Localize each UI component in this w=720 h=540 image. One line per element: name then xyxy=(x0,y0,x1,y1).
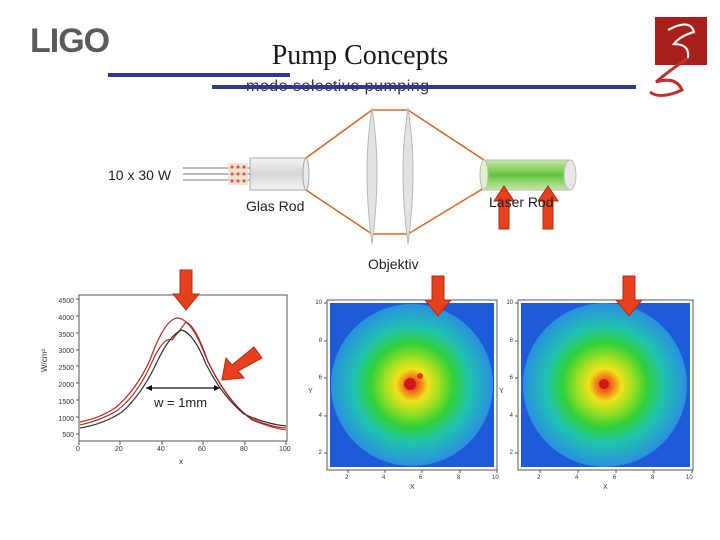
heatmap-right-x-tick-0: 2 xyxy=(537,475,541,481)
profile-x-label: x xyxy=(179,457,183,466)
emblem-logo xyxy=(649,17,707,97)
heatmap-left-x-tick-4: 10 xyxy=(492,475,499,481)
heatmap-left-x-label: X xyxy=(410,484,415,491)
heatmap-right-x-label: X xyxy=(603,484,608,491)
heatmap-left-x-tick-2: 6 xyxy=(419,475,423,481)
profile-x-tick-1: 20 xyxy=(115,446,123,453)
heatmap-right-x-tick-1: 4 xyxy=(575,475,579,481)
pump-label: 10 x 30 W xyxy=(108,167,172,183)
profile-x-tick-0: 0 xyxy=(76,446,80,453)
profile-y-ticks: 4500 4000 3500 3000 2500 2000 1500 1000 … xyxy=(58,298,74,440)
heatmap-left-x-tick-3: 8 xyxy=(457,475,461,481)
heatmap-right-x-tick-3: 8 xyxy=(651,475,655,481)
heatmap-right-y-label: Y xyxy=(499,388,504,395)
profile-y-unit: W/cm² xyxy=(40,348,49,372)
heatmap-left-x-tick-1: 4 xyxy=(382,475,386,481)
heatmap-right-x-tick-2: 6 xyxy=(613,475,617,481)
glass-rod-label: Glas Rod xyxy=(246,198,305,214)
heatmap-right-x-tick-4: 10 xyxy=(686,475,693,481)
width-annotation: w = 1mm xyxy=(154,395,208,410)
fiber-bundle xyxy=(183,163,250,185)
laser-rod xyxy=(479,159,577,191)
profile-x-tick-4: 80 xyxy=(240,446,248,453)
ligo-logo: LIGO xyxy=(30,22,110,60)
profile-x-tick-3: 60 xyxy=(198,446,206,453)
heatmap-left-y-ticks: 10 8 6 4 2 xyxy=(315,300,322,456)
profile-arrows xyxy=(171,269,263,381)
profile-x-tick-5: 100 xyxy=(279,446,291,453)
profile-x-tick-2: 40 xyxy=(157,446,165,453)
heatmap-left xyxy=(324,299,498,473)
heatmap-right-y-ticks: 10 8 6 4 2 xyxy=(506,300,513,456)
objective-label: Objektiv xyxy=(368,256,419,272)
glass-rod xyxy=(249,157,310,191)
profile-curve-fit xyxy=(79,329,287,429)
objective-lenses xyxy=(366,107,414,245)
heatmap-right xyxy=(515,299,694,473)
heatmap-left-y-label: Y xyxy=(308,388,313,395)
heatmap-left-x-tick-0: 2 xyxy=(345,475,349,481)
laser-rod-arrows xyxy=(493,185,559,230)
profile-plot xyxy=(76,294,288,445)
laser-rod-label: Laser Rod xyxy=(489,194,554,210)
heatmap-arrows xyxy=(423,275,644,317)
beam-path xyxy=(305,109,485,235)
page-title: Pump Concepts xyxy=(271,40,449,71)
profile-curve-measured-2 xyxy=(79,321,287,431)
